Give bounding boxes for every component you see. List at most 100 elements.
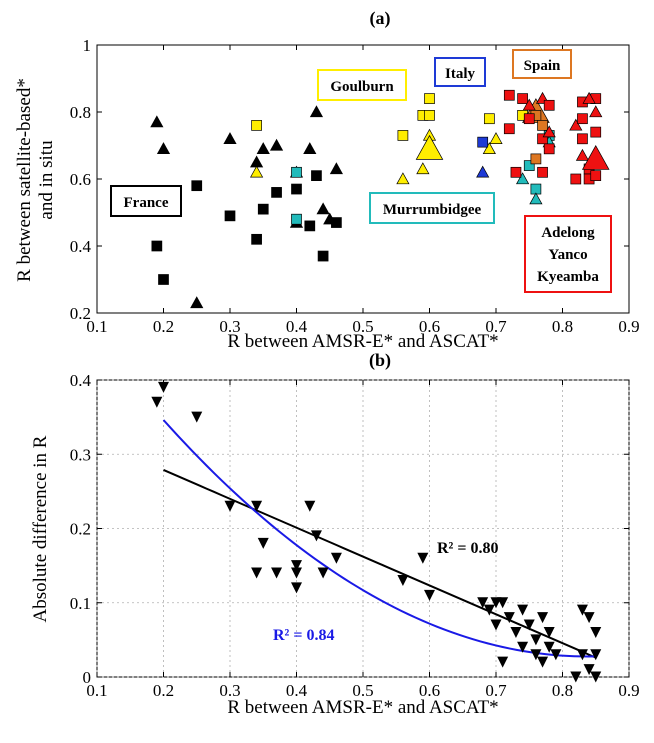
panel-a-x-ticks: 0.1 0.2 0.3 0.4 0.5 0.6 0.7 0.8 0.9 <box>86 45 640 336</box>
point-italy-square <box>477 136 489 148</box>
point-adelong-yanco-kyeamba-triangle <box>542 125 556 138</box>
point-spain-square <box>537 120 548 131</box>
point-france-triangle <box>309 105 324 118</box>
point-france-triangle <box>269 138 284 151</box>
x-tick-label: 0.3 <box>219 681 240 700</box>
point-france-triangle <box>150 115 164 128</box>
point-murrumbidgee-triangle <box>529 192 543 205</box>
panel-a-y-axis-label-line1: R between satellite-based* <box>14 78 35 282</box>
x-tick-label: 0.9 <box>618 681 639 700</box>
point-goulburn-square <box>397 130 409 141</box>
point-france-square <box>291 183 302 195</box>
y-tick-label: 0.2 <box>70 520 91 539</box>
point-france-square <box>331 217 342 228</box>
point-difference <box>417 552 429 564</box>
x-tick-label: 0.7 <box>485 681 507 700</box>
point-difference <box>583 664 595 676</box>
point-murrumbidgee-triangle <box>516 172 530 185</box>
x-tick-label: 0.1 <box>86 681 107 700</box>
y-tick-label: 0.1 <box>70 594 91 613</box>
point-difference <box>257 537 269 549</box>
point-difference <box>590 626 602 638</box>
point-goulburn-square <box>251 120 262 131</box>
point-difference <box>310 530 322 542</box>
x-tick-label: 0.7 <box>485 317 507 336</box>
point-adelong-yanco-kyeamba-square <box>577 113 588 125</box>
point-adelong-yanco-kyeamba-triangle <box>582 91 596 104</box>
label-yanco: Yanco <box>548 247 587 263</box>
point-difference <box>251 500 263 512</box>
point-adelong-yanco-kyeamba-square <box>503 89 515 101</box>
point-adelong-yanco-kyeamba-square <box>537 166 548 178</box>
panel-b-fit-lines <box>162 419 597 659</box>
point-france-square <box>257 203 269 215</box>
point-difference <box>497 597 509 609</box>
y-tick-label: 0.2 <box>70 304 91 323</box>
label-murrumbidgee: Murrumbidgee <box>383 202 482 218</box>
y-tick-label: 1 <box>83 36 92 55</box>
point-france-square <box>311 170 322 181</box>
point-difference <box>537 656 549 668</box>
r2-quadratic-label: R² = 0.84 <box>273 627 334 644</box>
point-difference <box>543 641 555 653</box>
point-spain-square <box>530 153 542 165</box>
y-tick-label: 0 <box>83 668 92 687</box>
x-tick-label: 0.6 <box>419 681 440 700</box>
point-adelong-yanco-kyeamba-triangle <box>522 98 536 111</box>
point-france-triangle <box>223 132 237 144</box>
point-france-square <box>304 220 316 232</box>
point-adelong-yanco-kyeamba-square <box>590 126 602 138</box>
point-france-square <box>224 210 236 222</box>
fit-line-linear <box>163 469 597 659</box>
point-adelong-yanco-kyeamba-square <box>543 143 555 155</box>
panel-b-x-ticks: 0.1 0.2 0.3 0.4 0.5 0.6 0.7 0.8 0.9 <box>86 380 640 700</box>
point-murrumbidgee-square <box>523 160 535 171</box>
point-difference <box>304 500 316 512</box>
label-adelong: Adelong <box>541 225 595 241</box>
point-difference <box>151 396 163 408</box>
point-adelong-yanco-kyeamba-square <box>570 173 582 185</box>
panel-b-y-axis-label: Absolute difference in R <box>30 435 51 622</box>
point-adelong-yanco-kyeamba-square <box>543 99 555 111</box>
panel-a-plot-area <box>96 44 630 314</box>
point-murrumbidgee-square <box>291 166 302 178</box>
point-goulburn-square <box>424 93 435 104</box>
panel-a-label: (a) <box>370 8 391 29</box>
point-adelong-yanco-kyeamba-square <box>537 133 548 145</box>
point-difference <box>291 560 302 572</box>
point-difference <box>503 612 515 624</box>
point-difference <box>424 589 435 601</box>
point-difference <box>510 626 522 638</box>
x-tick-label: 0.4 <box>286 681 308 700</box>
point-france-triangle <box>316 202 330 215</box>
x-tick-label: 0.8 <box>552 317 573 336</box>
label-box-goulburn: Goulburn <box>317 69 407 101</box>
label-kyeamba: Kyeamba <box>537 269 599 285</box>
r2-linear-label: R² = 0.80 <box>437 540 498 557</box>
x-tick-label: 0.6 <box>419 317 440 336</box>
point-goulburn-triangle <box>489 132 503 144</box>
point-goulburn-triangle <box>482 142 496 154</box>
point-difference <box>251 567 263 579</box>
x-tick-label: 0.5 <box>352 317 373 336</box>
point-france-square <box>317 250 329 262</box>
point-france-triangle <box>190 296 204 309</box>
x-tick-label: 0.2 <box>153 317 174 336</box>
point-france-square <box>191 180 203 192</box>
point-difference <box>576 649 588 661</box>
label-france: France <box>124 195 169 211</box>
label-box-murrumbidgee: Murrumbidgee <box>369 192 495 224</box>
point-difference <box>537 612 549 624</box>
label-box-spain: Spain <box>512 49 572 79</box>
point-difference <box>517 641 529 653</box>
point-difference <box>543 626 555 638</box>
panel-a: (a) 0.1 0.2 0.3 0.4 0.5 0.6 0.7 0.8 0.9 0.20.40.… <box>14 8 640 352</box>
y-tick-label: 0.4 <box>70 237 92 256</box>
point-adelong-yanco-kyeamba-square <box>517 93 528 104</box>
point-italy-triangle <box>476 165 490 178</box>
label-box-france: France <box>110 185 182 217</box>
x-tick-label: 0.4 <box>286 317 308 336</box>
point-difference <box>291 567 302 579</box>
point-adelong-yanco-kyeamba-square <box>510 166 522 178</box>
point-goulburn-square <box>484 113 495 125</box>
